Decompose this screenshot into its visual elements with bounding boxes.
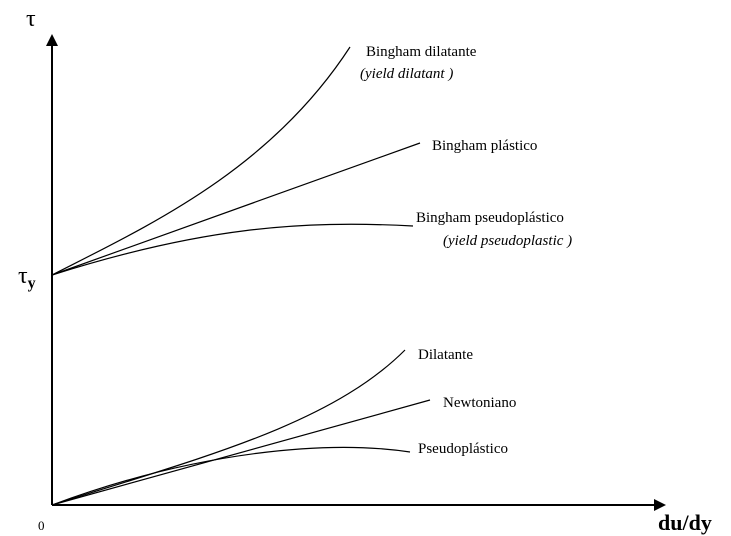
yield-symbol: τ bbox=[18, 263, 28, 289]
curve-bingham-dilatant bbox=[51, 46, 351, 276]
curve-note: (yield pseudoplastic ) bbox=[443, 233, 572, 249]
curve-pseudoplastic bbox=[51, 446, 411, 506]
curve-note: (yield dilatant ) bbox=[360, 66, 453, 82]
curve-label: Pseudoplástico bbox=[418, 441, 508, 457]
curve-label: Bingham plástico bbox=[432, 138, 537, 154]
yield-stress-label: τy bbox=[18, 263, 36, 292]
curve-label: Bingham pseudoplástico bbox=[416, 210, 564, 226]
origin-label: 0 bbox=[38, 518, 45, 533]
yield-subscript: y bbox=[28, 275, 36, 292]
curve-label: Bingham dilatante bbox=[366, 44, 477, 60]
curve-bingham-plastic bbox=[51, 142, 421, 276]
curve-dilatant bbox=[51, 349, 406, 506]
curve-newtonian bbox=[51, 399, 431, 506]
x-axis-label: du/dy bbox=[658, 510, 712, 535]
curve-bingham-pseudoplastic bbox=[51, 223, 414, 276]
curve-label: Newtoniano bbox=[443, 395, 516, 411]
y-axis-label: τ bbox=[26, 6, 36, 32]
curve-label: Dilatante bbox=[418, 347, 473, 363]
